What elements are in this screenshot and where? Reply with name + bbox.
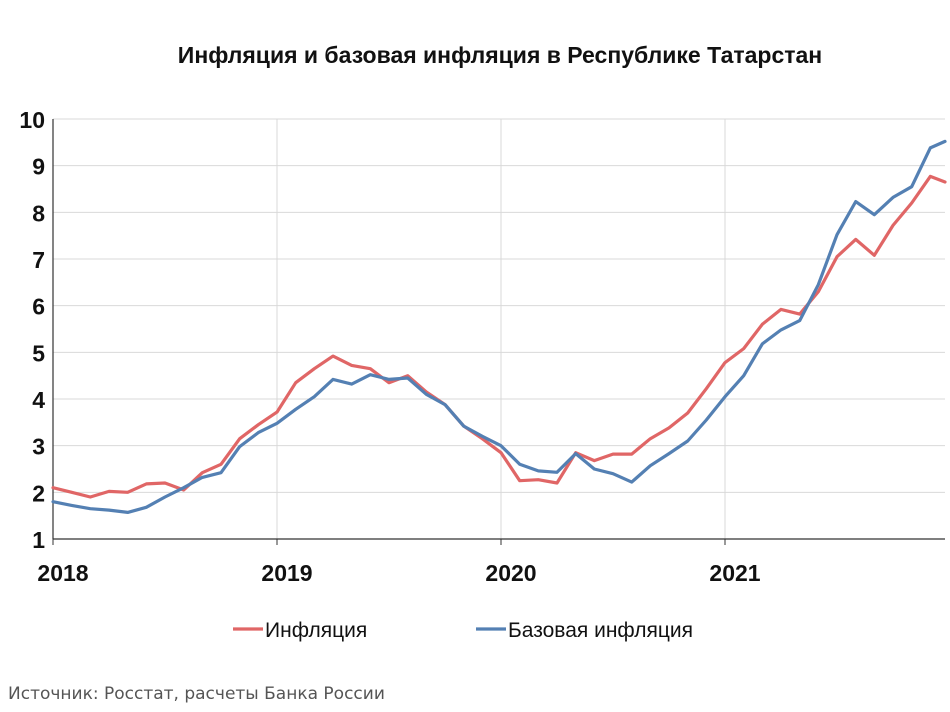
y-tick-label: 9 — [32, 154, 45, 180]
y-tick-label: 7 — [32, 247, 45, 273]
source-note: Источник: Росстат, расчеты Банка России — [8, 684, 385, 704]
y-tick-label: 6 — [32, 294, 45, 320]
y-tick-label: 1 — [32, 527, 45, 553]
y-tick-label: 2 — [32, 480, 45, 506]
x-tick-label: 2021 — [709, 560, 760, 586]
x-tick-label: 2019 — [261, 560, 312, 586]
x-tick-label: 2020 — [485, 560, 536, 586]
chart-title: Инфляция и базовая инфляция в Республике… — [177, 42, 823, 68]
legend-label: Инфляция — [265, 619, 367, 642]
series-lines — [51, 139, 947, 515]
gridlines — [53, 118, 945, 539]
series-line-core-inflation — [51, 139, 947, 515]
y-tick-labels: 1 2 3 4 5 6 7 8 9 10 — [19, 107, 45, 553]
axes — [52, 119, 945, 545]
y-tick-label: 3 — [32, 434, 45, 460]
x-tick-label: 2018 — [37, 560, 88, 586]
series-line-inflation — [51, 174, 947, 499]
x-tick-labels: 2018 2019 2020 2021 — [37, 560, 760, 586]
y-tick-label: 8 — [32, 200, 45, 226]
legend: Инфляция Базовая инфляция — [233, 619, 693, 642]
y-tick-label: 4 — [32, 387, 45, 413]
y-tick-label: 5 — [32, 340, 45, 366]
legend-label: Базовая инфляция — [508, 619, 693, 642]
y-tick-label: 10 — [19, 107, 45, 133]
